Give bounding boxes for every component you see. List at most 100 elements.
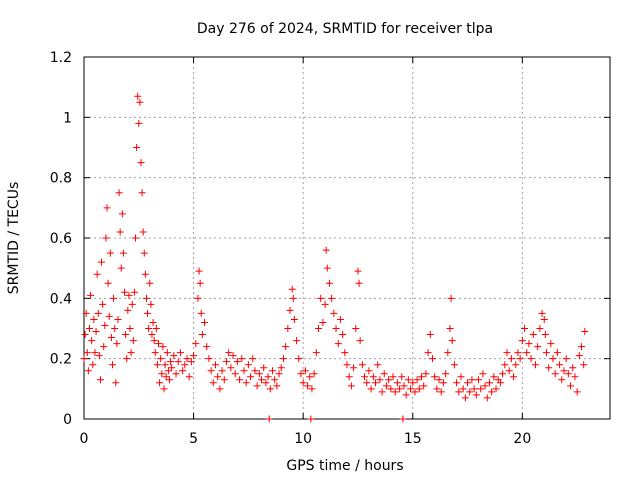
data-point [301, 367, 309, 375]
y-tick-label: 0.4 [50, 291, 72, 307]
data-point [119, 249, 127, 257]
data-point [116, 228, 124, 236]
data-point [150, 337, 158, 345]
data-point [100, 343, 108, 351]
data-point [523, 349, 531, 357]
data-point [453, 379, 461, 387]
data-point [422, 370, 430, 378]
data-point [96, 376, 104, 384]
data-point [542, 349, 550, 357]
data-point [376, 376, 384, 384]
data-point [319, 318, 327, 326]
data-point [105, 312, 113, 320]
data-point [569, 364, 577, 372]
data-point [304, 382, 312, 390]
data-point [581, 328, 589, 336]
data-point [374, 361, 382, 369]
data-point [104, 279, 112, 287]
data-point [551, 370, 559, 378]
data-point [145, 325, 153, 332]
data-point [371, 379, 379, 387]
y-tick-label: 1.2 [50, 50, 72, 66]
data-point [297, 370, 305, 378]
data-point [444, 349, 452, 357]
data-point [236, 376, 244, 384]
data-point [138, 189, 146, 197]
x-tick-label: 5 [189, 431, 198, 447]
data-point [220, 376, 228, 384]
data-point [459, 385, 467, 393]
data-point [107, 334, 115, 342]
data-point [354, 267, 362, 275]
data-point [233, 358, 241, 366]
data-point [293, 337, 301, 345]
data-point [529, 331, 537, 339]
data-point [399, 415, 407, 423]
data-point [556, 361, 564, 369]
data-point [457, 373, 465, 381]
data-point [369, 373, 377, 381]
plot-area-frame [83, 56, 611, 420]
data-point [424, 349, 432, 357]
data-point [141, 270, 149, 278]
data-point [117, 264, 125, 272]
data-point [258, 376, 266, 384]
data-point [418, 373, 426, 381]
data-point [137, 159, 145, 167]
data-point [271, 376, 279, 384]
data-point [133, 144, 141, 151]
data-point [541, 331, 549, 339]
data-point [409, 379, 417, 387]
data-point [378, 388, 386, 396]
data-point [361, 373, 369, 381]
data-point [172, 370, 180, 378]
data-point [244, 361, 252, 369]
data-point [527, 355, 535, 363]
data-point [428, 355, 436, 363]
data-point [134, 92, 142, 100]
data-point [518, 337, 526, 345]
data-point [179, 367, 187, 375]
data-point [284, 325, 292, 332]
data-point [216, 385, 224, 393]
data-point [148, 331, 156, 339]
data-point [560, 367, 568, 375]
x-tick-label: 0 [80, 431, 89, 447]
data-point [89, 361, 97, 369]
data-point [83, 349, 91, 357]
data-point [113, 340, 121, 348]
data-point [328, 294, 336, 302]
data-point [347, 382, 355, 390]
data-point [312, 349, 320, 357]
data-point [201, 318, 209, 326]
data-point [558, 376, 566, 384]
data-point [553, 349, 561, 357]
data-point [447, 294, 455, 302]
data-point [564, 370, 572, 378]
data-point [121, 288, 129, 296]
data-point [247, 373, 255, 381]
data-point [181, 361, 189, 369]
data-point [273, 382, 281, 390]
data-point [499, 370, 507, 378]
data-point [534, 343, 542, 351]
data-point [501, 361, 509, 369]
data-point [127, 349, 135, 357]
y-tick-label: 1 [63, 110, 72, 126]
data-point [87, 291, 95, 299]
data-point [135, 119, 143, 127]
data-point [101, 321, 109, 329]
data-point [207, 367, 215, 375]
data-point [240, 367, 248, 375]
data-point [503, 349, 511, 357]
data-point [198, 331, 206, 339]
data-point [85, 325, 93, 332]
data-point [115, 189, 123, 197]
data-point [218, 367, 226, 375]
data-point [165, 376, 173, 384]
data-point [332, 325, 340, 332]
data-point [130, 288, 138, 296]
y-tick-label: 0.8 [50, 171, 72, 187]
